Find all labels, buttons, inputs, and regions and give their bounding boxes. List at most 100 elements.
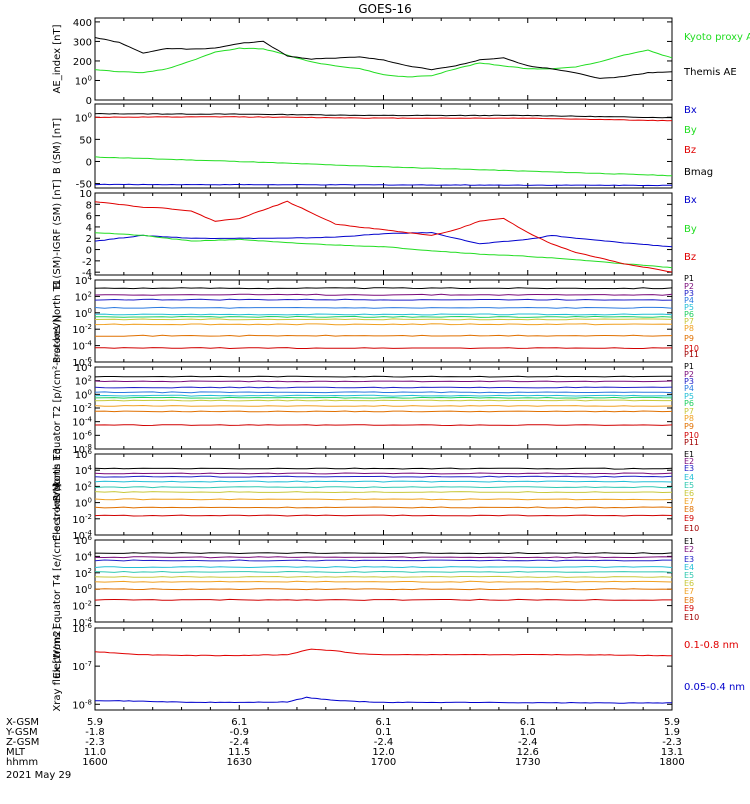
legend-E7: E7 [684, 587, 694, 596]
legend-Themis-AE: Themis AE [683, 67, 737, 78]
x-readout-value: 0.1 [376, 727, 392, 738]
y-tick-label: -50 [76, 180, 92, 191]
legend-P5: P5 [684, 303, 694, 312]
legend-P11: P11 [684, 350, 699, 359]
legend-Bz: Bz [684, 145, 696, 156]
legend-E1: E1 [684, 537, 694, 546]
y-axis-label: B (SM)-IGRF (SM) [nT] [52, 179, 63, 288]
y-tick-label: 0 [86, 96, 92, 107]
series-line [94, 480, 673, 483]
legend-0-1-0-8-nm: 0.1-0.8 nm [684, 640, 739, 651]
y-tick-label: 104 [75, 464, 93, 477]
legend-E5: E5 [684, 481, 694, 490]
y-tick-label: 10-4 [72, 616, 92, 629]
legend-E9: E9 [684, 604, 694, 613]
legend-E7: E7 [684, 497, 694, 506]
panel-frame [94, 453, 673, 536]
series-line [94, 410, 673, 413]
y-tick-label: 10-6 [72, 622, 92, 635]
panel-7: 10-4 10-2 100 102 104 106 Electrons Equator T4… [52, 483, 699, 678]
series-line [94, 156, 672, 177]
panel-6: 10-4 10-2 100 102 104 106 Electrons North T3 E1… [52, 448, 699, 542]
y-tick-label: 102 [75, 567, 92, 580]
y-tick-label: 0 [86, 246, 92, 257]
series-line [94, 552, 673, 555]
x-readout-value: 5.9 [87, 717, 103, 728]
legend-Bz: Bz [684, 252, 696, 263]
series-line [95, 315, 673, 318]
legend-E1: E1 [684, 450, 694, 459]
y-tick-label: 6 [86, 212, 92, 223]
x-readout-label: MLT [6, 747, 26, 758]
y-tick-label: 100 [75, 583, 92, 596]
y-tick-label: 400 [73, 18, 92, 29]
x-readout-label: X-GSM [6, 717, 39, 728]
y-tick-label: -2 [82, 257, 92, 268]
legend-By: By [684, 125, 697, 136]
y-tick-label: 10 [79, 189, 92, 200]
y-tick-label: 10-4 [72, 416, 92, 429]
legend-E8: E8 [684, 505, 694, 514]
series-line [94, 588, 673, 591]
legend-E10: E10 [684, 613, 699, 622]
legend-E5: E5 [684, 571, 694, 580]
x-readout-value: 6.1 [376, 717, 392, 728]
series-line [94, 318, 673, 321]
x-readout-value: -2.3 [662, 737, 682, 748]
series-line [94, 514, 673, 517]
y-tick-label: 10-4 [72, 340, 92, 353]
y-axis-label: Protons Equator T2 [p/(cm²-s-sr-keV)] [52, 315, 63, 502]
legend-P9: P9 [684, 422, 694, 431]
y-tick-label: 102 [75, 290, 92, 303]
x-readout-value: -1.8 [85, 727, 105, 738]
legend-E2: E2 [684, 457, 694, 466]
legend-E3: E3 [684, 555, 694, 564]
series-line [94, 287, 673, 290]
y-tick-label: -4 [82, 268, 92, 279]
x-readout-value: 1.0 [520, 727, 536, 738]
series-line [94, 313, 673, 316]
y-axis-label: Xray flux [W/m2] [52, 626, 63, 711]
panel-frame [94, 279, 673, 363]
x-readout-value: 1700 [371, 757, 396, 768]
legend-P11: P11 [684, 438, 699, 447]
series-line [94, 394, 673, 397]
x-readout-value: 6.1 [520, 717, 536, 728]
legend-P7: P7 [684, 317, 694, 326]
x-readout-value: 12.0 [372, 747, 394, 758]
x-readout-value: -2.3 [85, 737, 105, 748]
y-tick-label: 104 [75, 274, 93, 287]
legend-Bx: Bx [684, 105, 697, 116]
series-line [94, 467, 673, 470]
legend-Bmag: Bmag [684, 167, 713, 178]
y-tick-label: 100 [75, 307, 92, 320]
y-axis-label: Protons North T1 [52, 279, 63, 363]
legend-E3: E3 [684, 464, 694, 473]
y-tick-label: 10-8 [72, 443, 92, 456]
y-tick-label: 100 [75, 111, 92, 124]
legend-0-05-0-4-nm: 0.05-0.4 nm [684, 682, 745, 693]
x-readout-value: -2.4 [374, 737, 394, 748]
legend-P9: P9 [684, 334, 694, 343]
y-tick-label: 10-4 [72, 529, 92, 542]
series-line [94, 37, 673, 79]
y-tick-label: 8 [86, 200, 92, 211]
x-readout-value: 1730 [515, 757, 540, 768]
series-line [94, 200, 673, 273]
series-line [94, 648, 673, 657]
y-tick-label: 106 [75, 534, 93, 547]
y-axis-label: Electrons North T3 [52, 448, 63, 541]
legend-Kyoto-proxy-AE: Kyoto proxy AE [684, 32, 750, 43]
y-tick-label: 10-6 [72, 356, 92, 369]
y-tick-label: 200 [73, 57, 92, 68]
y-tick-label: 104 [75, 550, 93, 563]
y-tick-label: 100 [75, 497, 92, 510]
series-line [94, 575, 673, 578]
x-readout-value: 11.0 [84, 747, 106, 758]
series-line [94, 47, 673, 78]
legend-E9: E9 [684, 514, 694, 523]
series-line [94, 399, 672, 402]
series-line [94, 386, 673, 389]
